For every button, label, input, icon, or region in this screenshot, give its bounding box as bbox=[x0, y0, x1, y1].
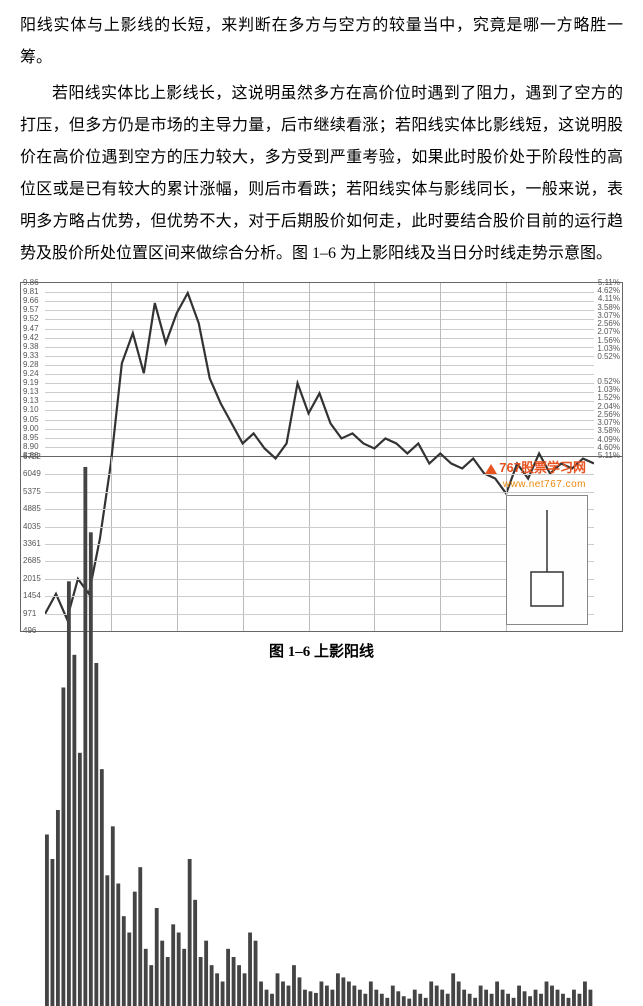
intraday-chart: 9.869.819.669.579.529.479.429.389.339.28… bbox=[20, 282, 623, 632]
price-panel: 9.869.819.669.579.529.479.429.389.339.28… bbox=[21, 283, 622, 457]
watermark: 767股票学习网 www.net767.com bbox=[485, 460, 586, 491]
logo-icon bbox=[485, 464, 497, 474]
watermark-name: 767股票学习网 bbox=[499, 460, 586, 477]
volume-panel: 6722604953754885403533612685201514549714… bbox=[21, 457, 622, 631]
paragraph-2: 若阳线实体比上影线长，这说明虽然多方在高价位时遇到了阻力，遇到了空方的打压，但多… bbox=[20, 78, 623, 270]
watermark-url: www.net767.com bbox=[485, 478, 586, 491]
paragraph-1: 阳线实体与上影线的长短，来判断在多方与空方的较量当中，究竟是哪一方略胜一筹。 bbox=[20, 10, 623, 74]
candlestick-inset bbox=[506, 495, 588, 625]
